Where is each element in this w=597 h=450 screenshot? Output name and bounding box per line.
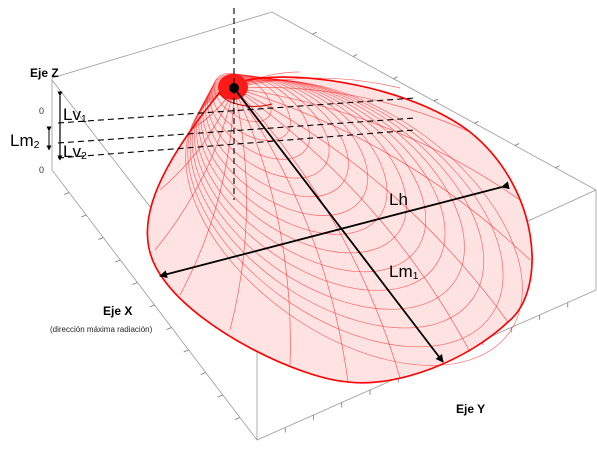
z-tick-top: 0 xyxy=(39,106,45,116)
x-axis-note: (dirección máxima radiación) xyxy=(50,325,153,334)
lm1-label: Lm1 xyxy=(389,262,419,282)
z-tick-bottom: 0 xyxy=(39,165,45,175)
x-axis-label: Eje X xyxy=(103,304,133,318)
lv2-label: Lv2 xyxy=(63,142,87,162)
radiation-lobe xyxy=(146,71,533,384)
z-axis-label: Eje Z xyxy=(30,66,59,80)
lm2-label: Lm2 xyxy=(10,131,40,151)
reference-lines xyxy=(57,8,416,200)
y-axis-label: Eje Y xyxy=(456,402,486,416)
box-ticks xyxy=(63,31,569,433)
lh-label: Lh xyxy=(389,190,408,209)
lv1-label: Lv1 xyxy=(63,105,87,125)
lh-arrow xyxy=(159,181,510,279)
